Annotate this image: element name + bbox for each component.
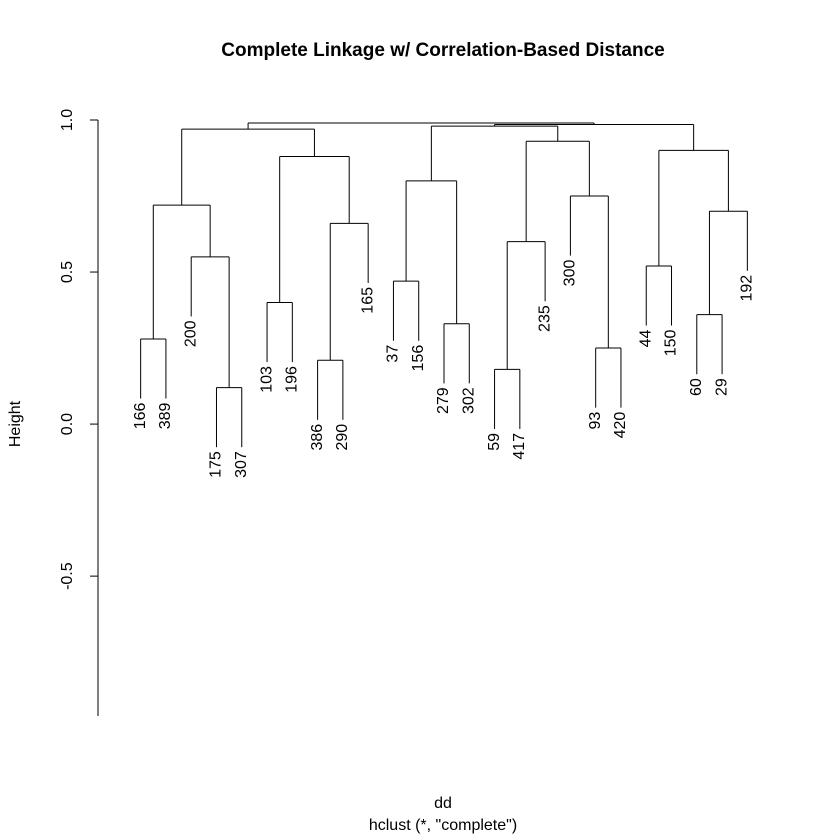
leaf-label: 150: [663, 329, 680, 356]
leaf-label: 37: [385, 345, 402, 363]
leaf-label: 420: [612, 412, 629, 439]
y-tick-label: 1.0: [59, 109, 76, 131]
leaf-label: 235: [536, 305, 553, 332]
leaf-label: 389: [157, 402, 174, 429]
leaf-label: 302: [460, 387, 477, 414]
leaf-label: 166: [132, 402, 149, 429]
leaf-label: 156: [410, 345, 427, 372]
leaf-label: 290: [334, 424, 351, 451]
leaf-label: 307: [233, 451, 250, 478]
leaf-label: 386: [309, 424, 326, 451]
y-tick-label: 0.0: [59, 413, 76, 435]
leaf-label: 300: [562, 260, 579, 287]
leaf-label: 93: [587, 412, 604, 430]
y-axis-label: Height: [7, 400, 24, 447]
leaf-label: 103: [258, 366, 275, 393]
leaf-label: 175: [208, 451, 225, 478]
leaf-label: 59: [486, 433, 503, 451]
leaf-label: 60: [688, 378, 705, 396]
leaf-label: 417: [511, 433, 528, 460]
x-axis-label: dd: [434, 795, 452, 812]
chart-title: Complete Linkage w/ Correlation-Based Di…: [221, 40, 664, 61]
leaf-label: 44: [637, 329, 654, 347]
leaf-label: 196: [284, 366, 301, 393]
leaf-label: 29: [713, 378, 730, 396]
subtitle: hclust (*, "complete"): [369, 817, 517, 834]
leaf-label: 279: [435, 387, 452, 414]
leaf-label: 165: [359, 287, 376, 314]
leaf-label: 192: [739, 275, 756, 302]
y-tick-label: -0.5: [59, 562, 76, 590]
y-tick-label: 0.5: [59, 261, 76, 283]
leaf-label: 200: [182, 320, 199, 347]
